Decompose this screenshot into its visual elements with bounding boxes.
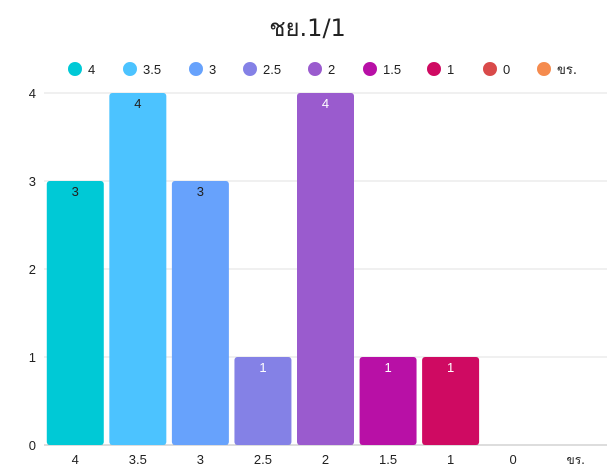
legend-label: 2 — [328, 61, 336, 77]
legend-swatch-icon — [363, 62, 377, 76]
legend-label: 1 — [447, 61, 455, 77]
legend-swatch-icon — [189, 62, 203, 76]
legend-item[interactable]: 0 — [483, 60, 510, 78]
bar — [359, 357, 417, 445]
bar — [297, 93, 354, 445]
x-tick-label: 3.5 — [129, 452, 147, 467]
x-tick-label: 0 — [510, 452, 517, 467]
bar — [171, 181, 229, 445]
legend-swatch-icon — [68, 62, 82, 76]
legend-label: 1.5 — [383, 61, 402, 77]
bar-value-label: 1 — [384, 360, 391, 375]
legend-item[interactable]: ขร. — [537, 60, 577, 78]
legend-swatch-icon — [123, 62, 137, 76]
y-tick-label: 4 — [29, 86, 36, 101]
legend: 4 3.5 3 2.5 2 1.5 1 0 ขร. — [0, 60, 615, 78]
legend-item[interactable]: 4 — [68, 60, 95, 78]
legend-swatch-icon — [483, 62, 497, 76]
legend-label: ขร. — [557, 62, 578, 78]
legend-item[interactable]: 3 — [189, 60, 216, 78]
bar — [234, 357, 292, 445]
y-tick-label: 1 — [29, 350, 36, 365]
x-tick-label: 4 — [72, 452, 79, 467]
x-tick-label: 1.5 — [379, 452, 397, 467]
x-tick-label: 2 — [322, 452, 329, 467]
bar — [109, 93, 167, 445]
bar-value-label: 4 — [322, 96, 329, 111]
bar-value-label: 1 — [259, 360, 266, 375]
legend-label: 2.5 — [263, 61, 282, 77]
legend-label: 3.5 — [143, 61, 162, 77]
bar-value-label: 3 — [72, 184, 79, 199]
bar — [422, 357, 480, 445]
bar-value-label: 3 — [197, 184, 204, 199]
x-tick-label: 1 — [447, 452, 454, 467]
legend-swatch-icon — [308, 62, 322, 76]
y-tick-label: 0 — [29, 438, 36, 453]
legend-swatch-icon — [243, 62, 257, 76]
legend-item[interactable]: 1 — [427, 60, 454, 78]
y-tick-label: 2 — [29, 262, 36, 277]
legend-item[interactable]: 2.5 — [243, 60, 281, 78]
bar-value-label: 1 — [447, 360, 454, 375]
chart-title: ชย.1/1 — [269, 14, 346, 42]
legend-swatch-icon — [427, 62, 441, 76]
x-tick-label: 2.5 — [254, 452, 272, 467]
legend-item[interactable]: 3.5 — [123, 60, 161, 78]
legend-item[interactable]: 1.5 — [363, 60, 401, 78]
x-tick-label: 3 — [197, 452, 204, 467]
legend-swatch-icon — [537, 62, 551, 76]
legend-label: 0 — [503, 61, 511, 77]
bar-value-label: 4 — [134, 96, 141, 111]
y-tick-label: 3 — [29, 174, 36, 189]
legend-item[interactable]: 2 — [308, 60, 335, 78]
legend-label: 4 — [88, 61, 96, 77]
x-tick-label: ขร. — [566, 453, 584, 467]
legend-label: 3 — [209, 61, 217, 77]
bar — [46, 181, 104, 445]
